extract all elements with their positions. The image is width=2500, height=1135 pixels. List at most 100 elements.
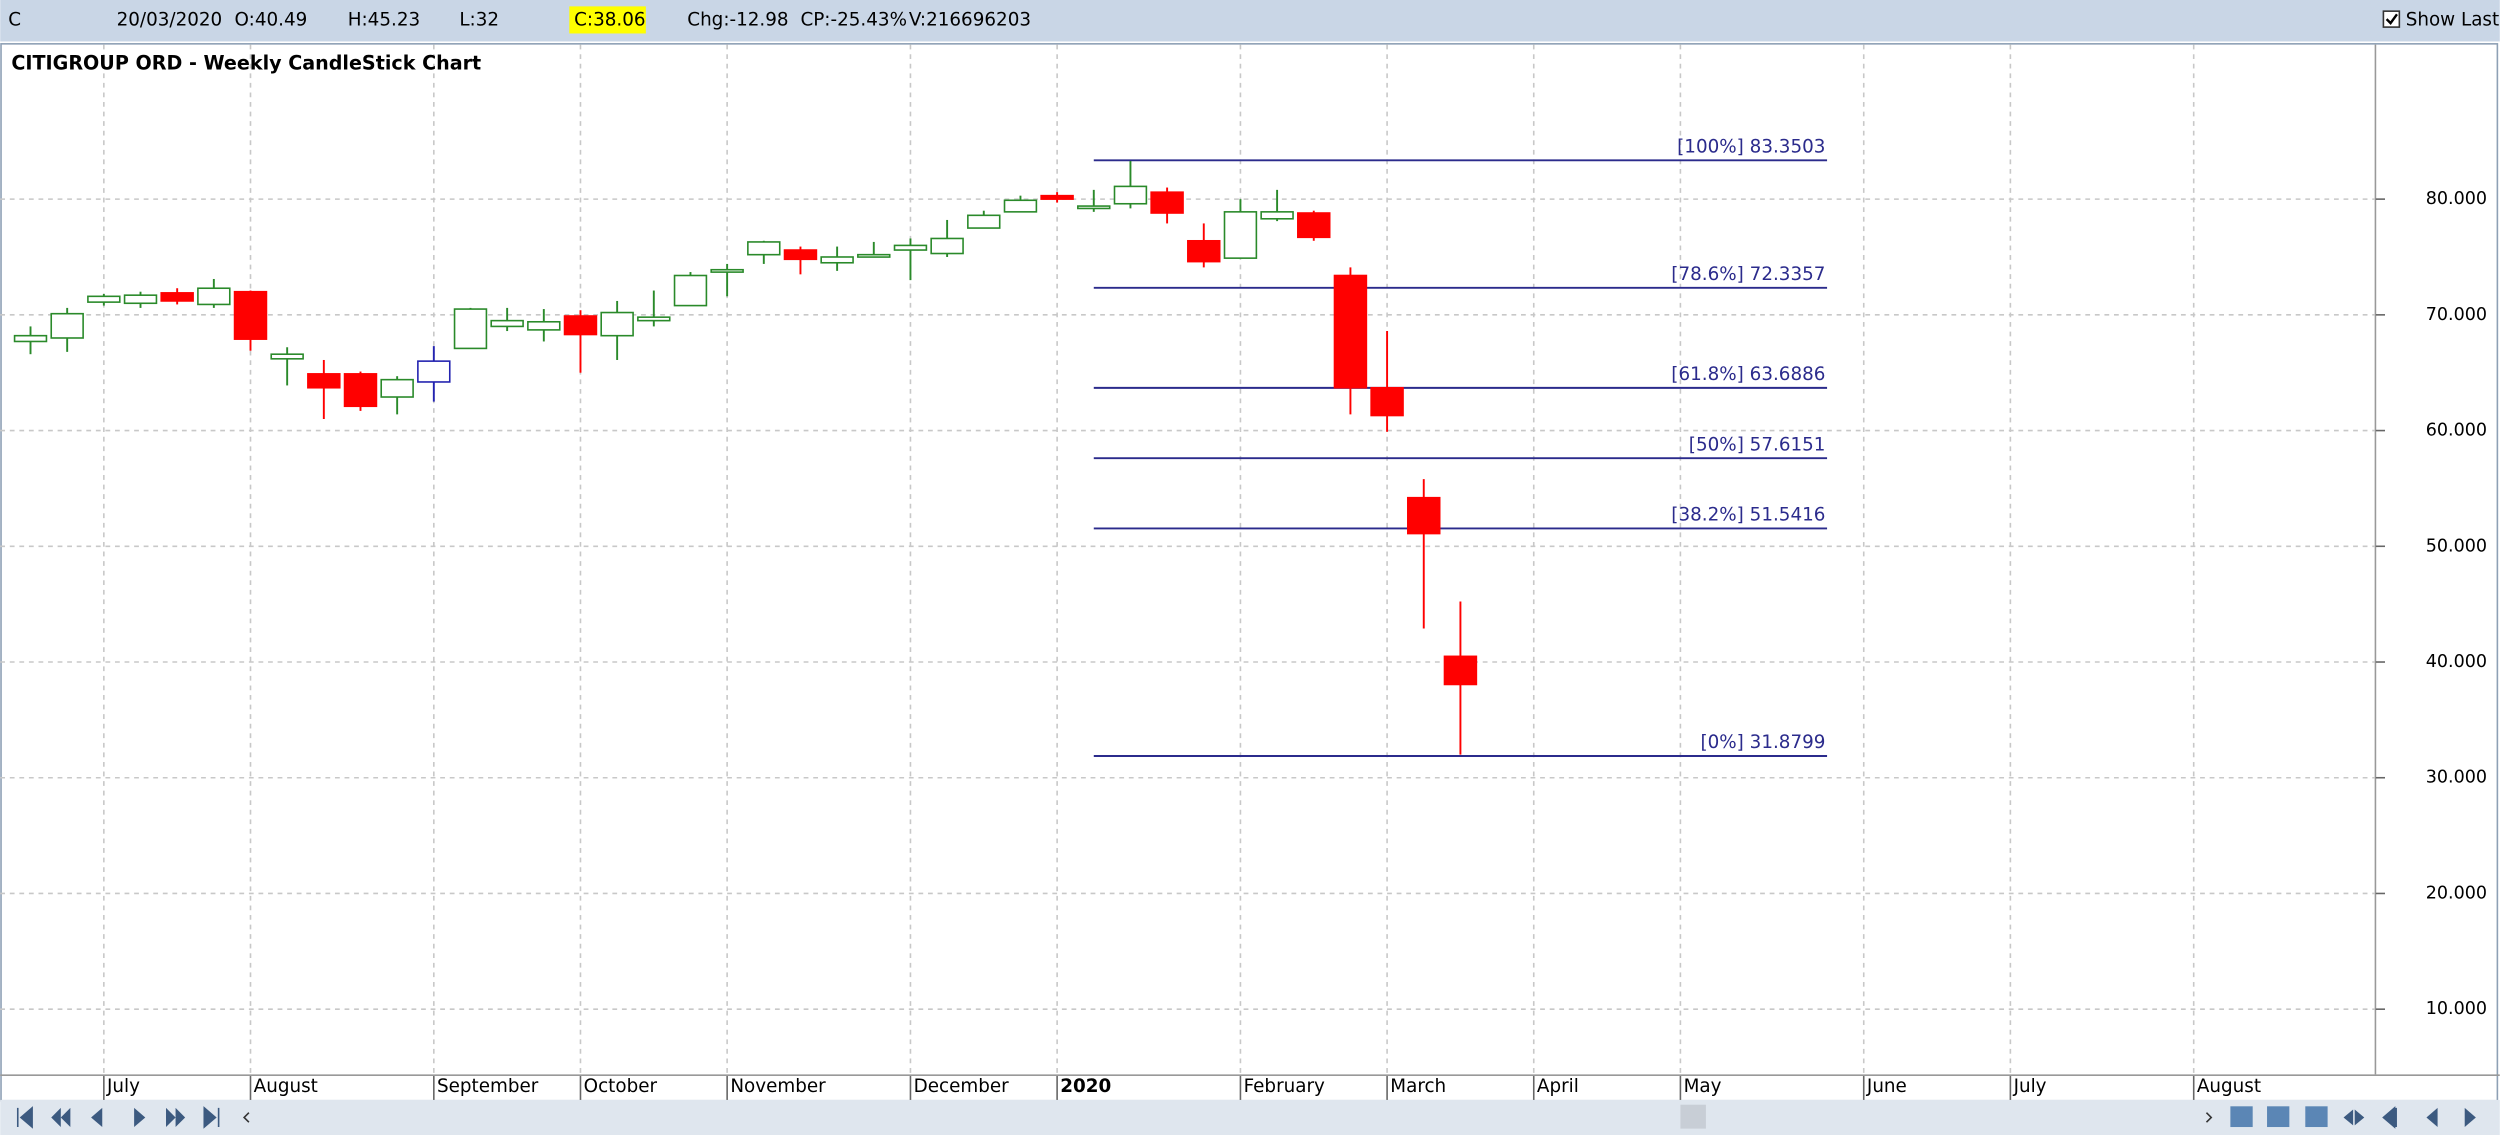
close-highlight xyxy=(569,6,646,34)
candle-body xyxy=(600,311,634,337)
date: 20/03/2020 xyxy=(117,10,223,31)
last-button[interactable] xyxy=(203,1106,220,1129)
candle-body xyxy=(930,237,964,255)
open-price: O:40.49 xyxy=(235,10,308,31)
candle-body xyxy=(820,256,854,264)
scroll-right[interactable] xyxy=(2205,1112,2213,1123)
end-button[interactable] xyxy=(2382,1106,2397,1129)
x-tick-label: 2020 xyxy=(1060,1076,1111,1097)
fib-label: [61.8%] 63.6886 xyxy=(1671,364,1825,385)
scroll-left[interactable] xyxy=(242,1112,250,1123)
candle-body xyxy=(380,378,414,398)
forward-button[interactable] xyxy=(166,1107,186,1128)
nav-buttons xyxy=(16,1104,2476,1129)
nav-bar xyxy=(0,1099,2500,1135)
x-tick-label: May xyxy=(1684,1076,1722,1097)
y-tick-label: 40.000 xyxy=(2426,652,2487,672)
y-tick-label: 10.000 xyxy=(2426,999,2487,1019)
candle-body xyxy=(13,334,48,343)
chart-frame xyxy=(0,43,2499,1102)
tool-button[interactable] xyxy=(2305,1106,2328,1128)
candle-body xyxy=(1003,199,1038,213)
candle-body xyxy=(563,315,598,336)
x-tick-label: June xyxy=(1866,1076,1907,1097)
plot: [100%] 83.3503 [78.6%] 72.3357 [61.8%] 63.… xyxy=(13,137,1828,757)
back-button[interactable] xyxy=(2426,1107,2438,1128)
first-button[interactable] xyxy=(16,1106,33,1129)
show-last-checkbox[interactable]: Show Last xyxy=(2382,10,2499,31)
candle-body xyxy=(637,316,671,322)
candle-body xyxy=(343,373,378,408)
candle-body xyxy=(197,287,231,306)
fib-label: [0%] 31.8799 xyxy=(1700,732,1825,753)
change: Chg:-12.98 xyxy=(687,10,788,31)
candle-body xyxy=(747,241,781,256)
candle-body xyxy=(307,373,341,389)
x-tick-label: November xyxy=(730,1076,826,1097)
candle-body xyxy=(490,319,524,328)
volume: V:216696203 xyxy=(909,10,1031,31)
play-button[interactable] xyxy=(2464,1107,2476,1128)
candle-body xyxy=(1187,239,1221,263)
rewind-button[interactable] xyxy=(51,1107,71,1128)
candle-body xyxy=(453,308,488,350)
candle-body xyxy=(1370,386,1404,417)
checkbox[interactable] xyxy=(2382,10,2401,28)
grid xyxy=(0,44,2385,1073)
tool-button[interactable] xyxy=(2230,1106,2253,1128)
candle-body xyxy=(710,268,744,273)
candle-body xyxy=(527,320,561,331)
candle-body xyxy=(1297,212,1331,239)
candle-body xyxy=(1077,205,1111,210)
tool-button[interactable] xyxy=(2267,1106,2290,1128)
info-bar xyxy=(0,0,2500,42)
candle-body xyxy=(160,292,194,302)
candle-body xyxy=(1113,185,1148,205)
candle-body xyxy=(233,290,268,340)
candle-body xyxy=(783,249,818,261)
zoom-button[interactable] xyxy=(2343,1109,2365,1126)
candle-body xyxy=(1407,496,1441,535)
x-tick-label: October xyxy=(584,1076,658,1097)
y-tick-label: 20.000 xyxy=(2426,883,2487,903)
prev-button[interactable] xyxy=(91,1107,103,1128)
candle-body xyxy=(1150,191,1184,214)
candle-body xyxy=(1260,211,1294,220)
y-tick-label: 80.000 xyxy=(2426,189,2487,209)
next-button[interactable] xyxy=(134,1107,146,1128)
symbol: C xyxy=(8,10,21,31)
x-tick-label: August xyxy=(2197,1076,2261,1097)
x-tick-label: September xyxy=(437,1076,539,1097)
y-tick-label: 30.000 xyxy=(2426,768,2487,788)
x-tick-label: July xyxy=(106,1076,140,1097)
x-tick-label: April xyxy=(1537,1076,1579,1097)
x-tick-label: July xyxy=(2013,1076,2047,1097)
fib-label: [78.6%] 72.3357 xyxy=(1671,264,1825,285)
checkmark xyxy=(2385,13,2398,25)
candle-body xyxy=(967,214,1001,229)
x-tick-label: August xyxy=(254,1076,318,1097)
checkbox-label[interactable]: Show Last xyxy=(2406,10,2499,31)
scroll-thumb[interactable] xyxy=(1680,1104,1706,1129)
candle-body xyxy=(50,312,84,339)
candle-body xyxy=(270,353,304,360)
x-tick-label: March xyxy=(1390,1076,1446,1097)
candle-body xyxy=(123,294,158,305)
fib-label: [38.2%] 51.5416 xyxy=(1671,505,1825,526)
x-tick-label: December xyxy=(914,1076,1010,1097)
candle-body xyxy=(1223,211,1258,259)
x-tick-label: February xyxy=(1244,1076,1325,1097)
candle-body xyxy=(417,360,451,383)
candle-body xyxy=(893,244,928,251)
high-price: H:45.23 xyxy=(348,10,420,31)
close-price: C:38.06 xyxy=(574,10,645,31)
change-percent: CP:-25.43% xyxy=(800,10,907,31)
candle-body xyxy=(857,253,891,258)
chart-title: CITIGROUP ORD - Weekly CandleStick Chart xyxy=(11,51,481,74)
fib-label: [100%] 83.3503 xyxy=(1677,137,1825,158)
candle-body xyxy=(1443,655,1478,686)
candle-body xyxy=(673,274,708,307)
y-tick-label: 70.000 xyxy=(2426,305,2487,325)
